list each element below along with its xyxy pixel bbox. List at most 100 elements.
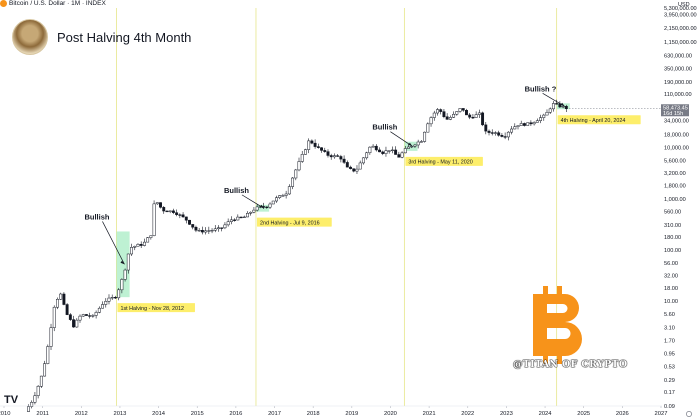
y-tick-label: 56.00 [664, 261, 678, 267]
y-tick-label: 5,600.00 [664, 158, 686, 164]
candle-layer [27, 99, 568, 412]
candle-up [303, 149, 307, 155]
y-tick-label: 0.17 [664, 390, 675, 396]
x-tick-label: 2012 [75, 411, 88, 417]
candle-up [226, 221, 230, 226]
candle-up [197, 229, 201, 232]
candle-down [191, 224, 195, 228]
candle-down [445, 116, 449, 120]
candle-up [474, 114, 478, 118]
candle-up [390, 149, 394, 152]
btc-stem [543, 286, 548, 296]
symbol-header[interactable]: Bitcoin / U.S. Dollar · 1M · INDEX [0, 0, 106, 7]
candle-down [487, 130, 491, 133]
x-tick-label: 2025 [577, 411, 590, 417]
candle-down [171, 210, 175, 213]
candle-up [136, 244, 140, 247]
y-tick-label: 3,200.00 [664, 171, 686, 177]
candle-up [423, 131, 427, 142]
candle-up [27, 406, 30, 412]
candle-up [410, 145, 414, 148]
halving-label: 2nd Halving - Jul 9, 2016 [260, 220, 320, 226]
candle-down [465, 109, 468, 116]
bullish-arrow [390, 131, 413, 147]
candle-down [265, 206, 269, 208]
candle-up [107, 297, 111, 302]
settings-icon[interactable] [686, 411, 692, 417]
candle-up [545, 112, 549, 116]
candle-up [210, 229, 214, 232]
price-tag[interactable] [661, 104, 689, 117]
candle-up [429, 117, 433, 125]
candle-down [378, 149, 381, 153]
halving-label-bg [117, 303, 195, 313]
candle-down [165, 210, 169, 213]
title-block: Post Halving 4th Month [12, 19, 191, 55]
y-tick-label: 1,150,000.00 [664, 40, 697, 46]
candle-up [246, 213, 249, 218]
candle-down [394, 149, 398, 155]
candle-up [494, 132, 497, 134]
y-tick-label: 3,950,000.00 [664, 13, 697, 19]
candle-up [123, 269, 127, 280]
x-tick-label: 2015 [191, 411, 204, 417]
candle-down [500, 135, 504, 137]
candle-up [142, 241, 146, 246]
candle-down [323, 150, 327, 152]
candle-down [468, 114, 472, 118]
candle-up [229, 219, 233, 222]
candle-up [59, 293, 63, 300]
candle-up [297, 161, 301, 171]
candle-up [371, 145, 375, 148]
candle-down [497, 132, 501, 136]
candle-down [239, 216, 243, 219]
candle-up [255, 206, 259, 211]
candle-up [275, 197, 278, 202]
candle-up [510, 128, 514, 133]
candle-down [62, 293, 66, 305]
candle-down [471, 116, 475, 119]
candle-down [175, 212, 179, 215]
candle-down [558, 103, 562, 108]
candle-down [529, 122, 533, 125]
candle-up [561, 106, 565, 108]
candle-up [432, 112, 436, 118]
halving-label-bg [256, 217, 332, 227]
candle-up [130, 247, 133, 255]
y-tick-label: 180.00 [664, 235, 681, 241]
y-axis[interactable]: 5,300,000.003,950,000.00 2,150,000.00 1,15… [569, 6, 697, 410]
candle-up [332, 155, 336, 158]
candle-up [39, 375, 43, 387]
candle-up [33, 395, 37, 403]
candle-down [184, 216, 188, 221]
candle-up [223, 224, 227, 229]
candle-down [481, 112, 485, 126]
candle-down [72, 319, 76, 328]
candle-up [94, 312, 98, 316]
candle-up [294, 169, 298, 179]
candle-down [439, 109, 443, 112]
halving-label: 3rd Halving - May 11, 2020 [408, 160, 472, 166]
candle-up [249, 211, 253, 214]
candle-down [503, 136, 507, 138]
symbol-line: Bitcoin / U.S. Dollar · 1M · INDEX [9, 0, 106, 7]
bullish-arrow [241, 194, 265, 209]
btc-stem [557, 286, 562, 296]
y-tick-label: 3.10 [664, 325, 675, 331]
bullish-label: Bullish ? [525, 84, 557, 93]
candle-down [65, 304, 69, 315]
candle-up [97, 307, 101, 313]
candle-up [126, 253, 130, 271]
candle-down [326, 151, 330, 156]
candle-up [287, 186, 291, 195]
candle-down [220, 227, 224, 229]
y-tick-label: 10,000.00 [664, 146, 689, 152]
x-tick-label: 2010 [0, 411, 10, 417]
candle-up [52, 306, 56, 328]
candle-up [133, 245, 137, 248]
y-tick-label: 32.00 [664, 273, 678, 279]
candle-up [387, 150, 391, 152]
x-axis[interactable]: 2010 2011 2012 2013 2014 2015 2016 2017 2018 2019… [0, 405, 692, 417]
candle-up [120, 279, 124, 291]
